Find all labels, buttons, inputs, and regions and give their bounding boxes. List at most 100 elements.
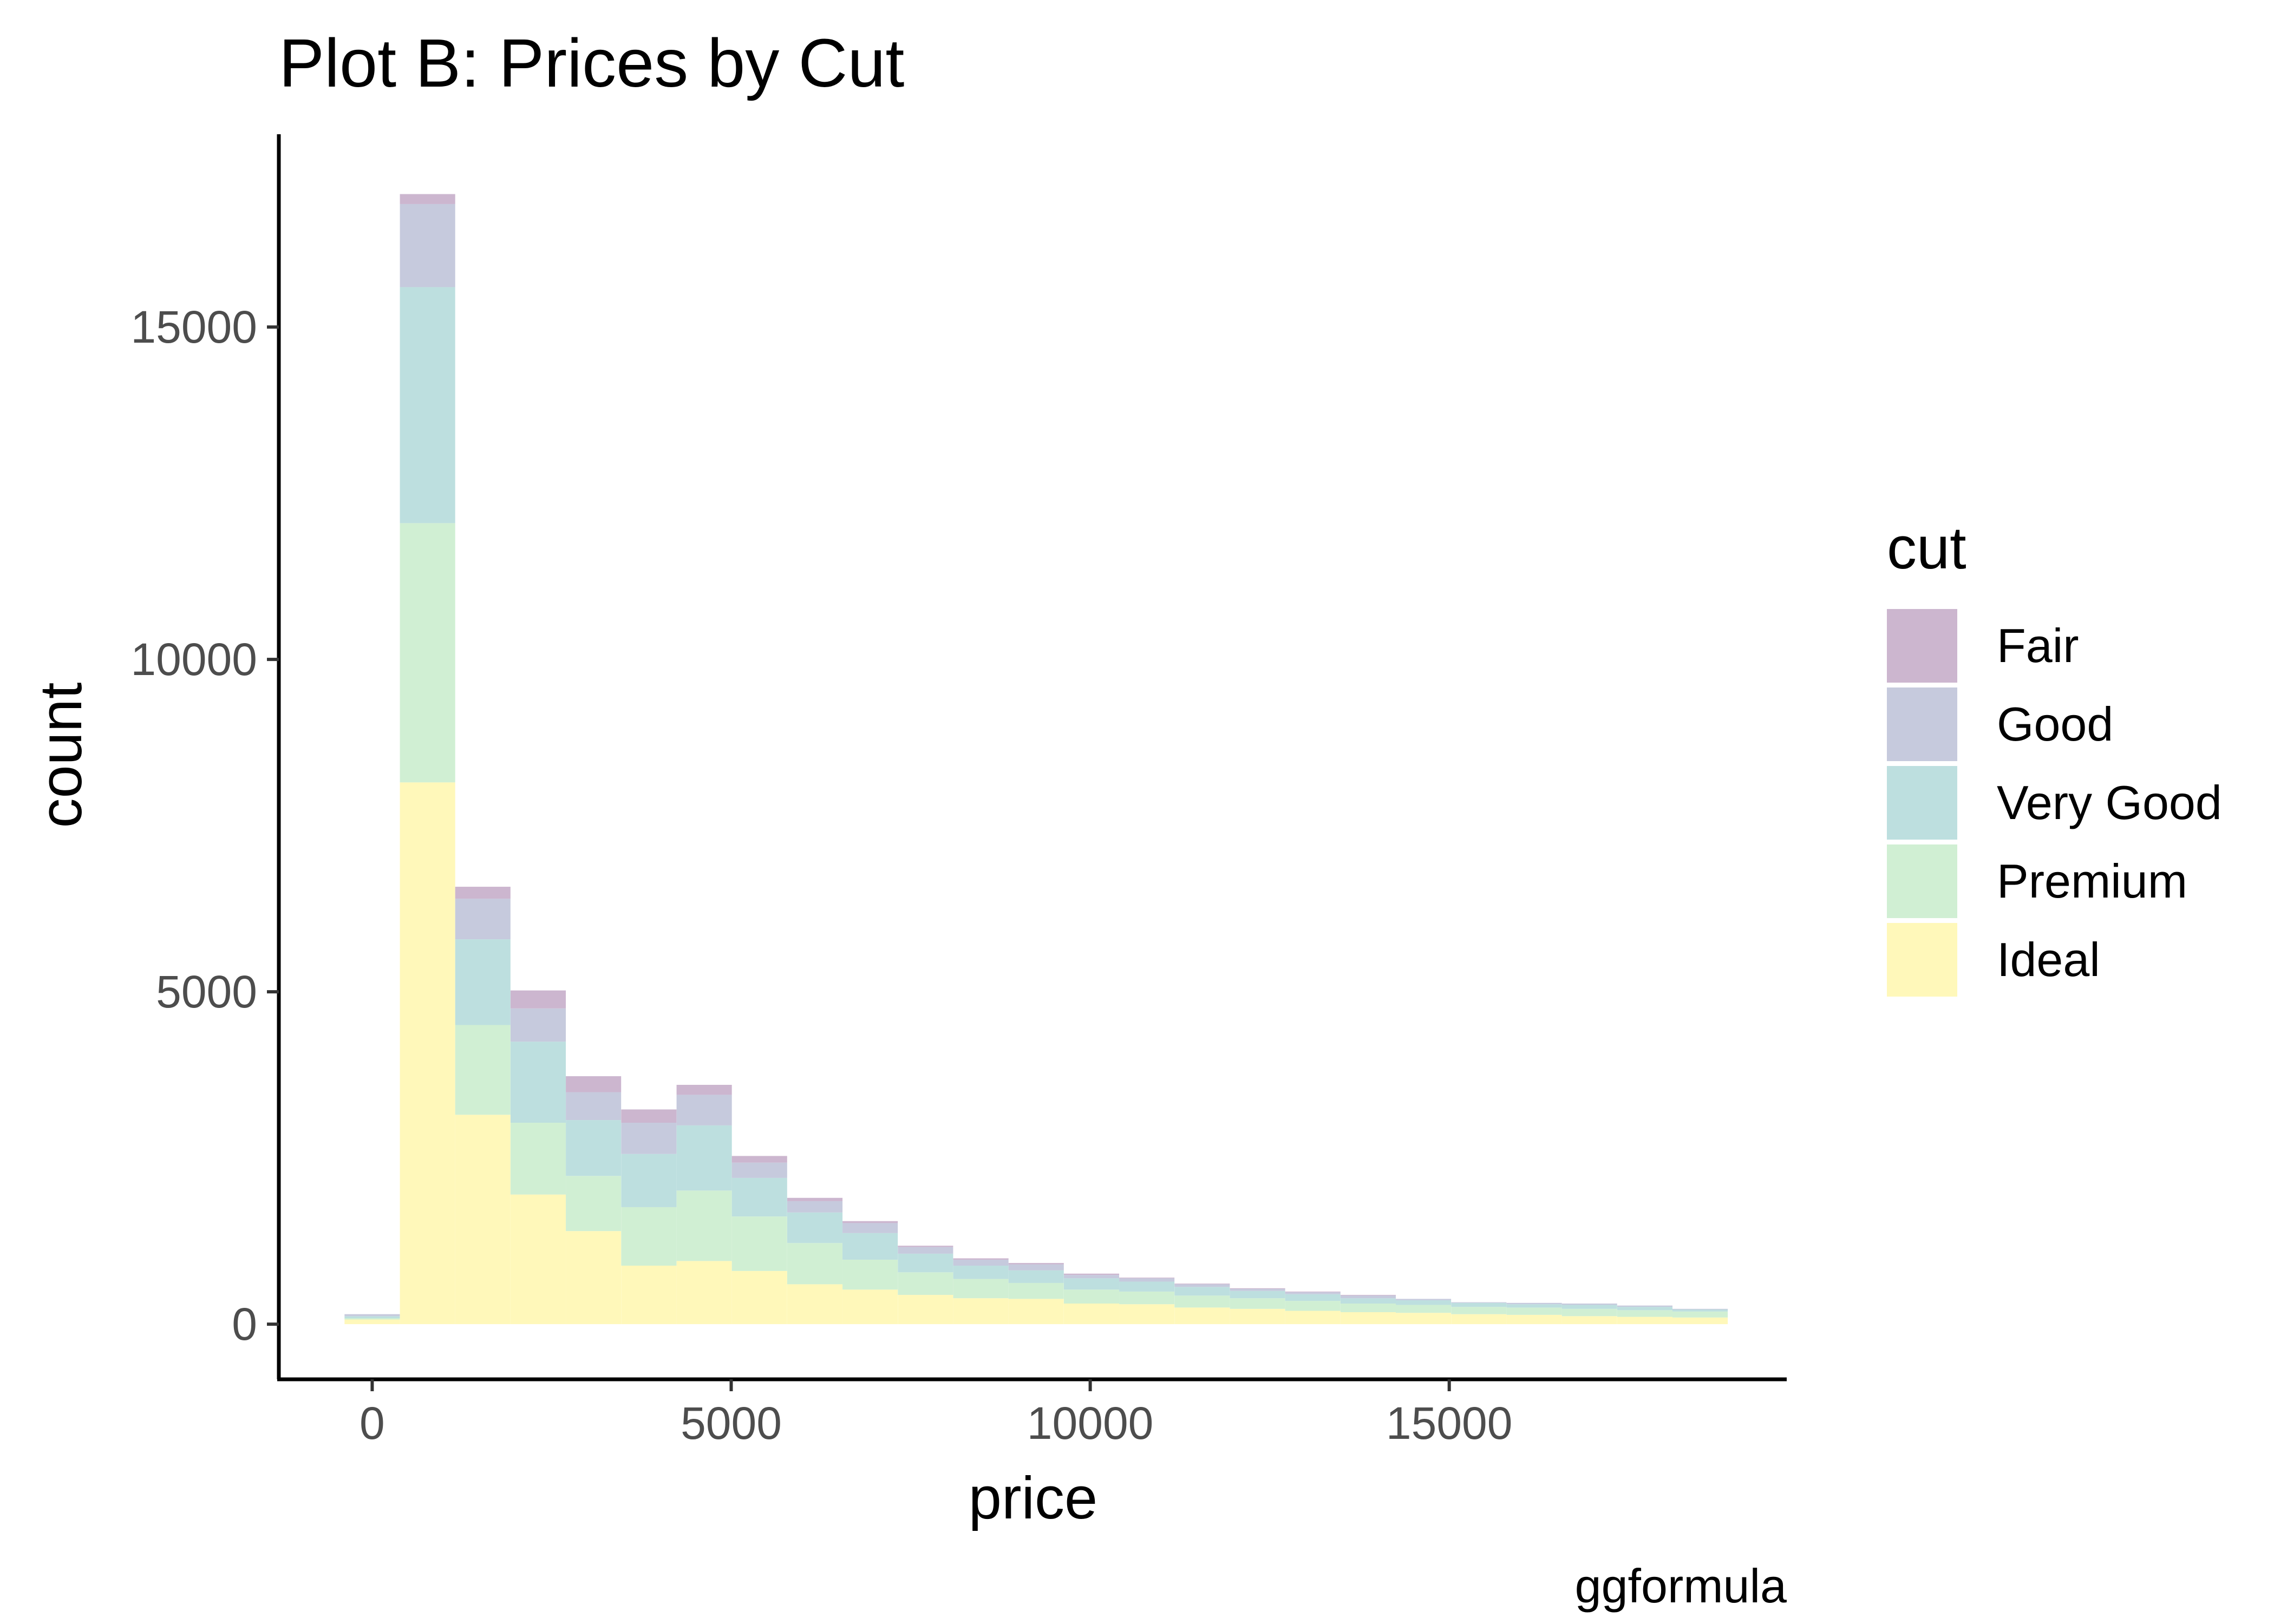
bar-segment-very-good [621, 1154, 677, 1207]
bar-segment-ideal [621, 1266, 677, 1325]
bar-segment-ideal [1451, 1314, 1507, 1325]
bar-segment-fair [455, 887, 511, 899]
legend-label-fair: Fair [1997, 619, 2079, 672]
y-tick-label: 15000 [130, 302, 257, 352]
legend-label-very-good: Very Good [1997, 776, 2222, 829]
bar-segment-premium [1396, 1305, 1452, 1313]
bar-segment-premium [953, 1279, 1009, 1299]
bar-segment-fair [898, 1246, 953, 1247]
bar-segment-premium [1008, 1282, 1064, 1299]
bar-segment-premium [621, 1207, 677, 1266]
bar-segment-ideal [566, 1231, 622, 1325]
bar-segment-good [1285, 1292, 1341, 1294]
bar-segment-premium [400, 523, 455, 783]
bar-segment-very-good [1063, 1278, 1120, 1290]
bar-segment-premium [1451, 1307, 1507, 1314]
bar-segment-very-good [1506, 1304, 1562, 1308]
bar-segment-good [1617, 1305, 1673, 1307]
bar-segment-premium [1285, 1301, 1341, 1311]
x-axis-ticks: 0 5000 10000 15000 [360, 1379, 1512, 1449]
bar-segment-good [1396, 1299, 1452, 1300]
bar-segment-ideal [1396, 1313, 1452, 1325]
chart-caption: ggformula [1575, 1559, 1787, 1613]
bar-segment-good [787, 1201, 843, 1213]
bar-segment-very-good [1119, 1281, 1175, 1292]
bar-segment-fair [566, 1076, 622, 1092]
bar-segment-premium [1119, 1291, 1175, 1305]
x-tick-label: 5000 [681, 1398, 782, 1449]
bar-segment-ideal [1174, 1307, 1230, 1325]
bar-segment-good [1008, 1264, 1064, 1271]
bar-segment-ideal [1506, 1314, 1562, 1325]
bar-segment-premium [1063, 1289, 1120, 1304]
bar-segment-fair [1230, 1288, 1285, 1289]
bar-segment-premium [344, 1318, 400, 1320]
bar-segment-ideal [676, 1261, 732, 1325]
legend-swatch-ideal [1887, 923, 1957, 997]
y-tick-label: 5000 [156, 966, 257, 1017]
bar-segment-premium [1561, 1308, 1617, 1317]
bar-segment-fair [1008, 1263, 1064, 1265]
legend-label-good: Good [1997, 697, 2113, 751]
bar-segment-ideal [1230, 1308, 1285, 1325]
bar-segment-premium [898, 1272, 953, 1295]
bar-segment-good [1506, 1302, 1562, 1305]
bar-segment-very-good [787, 1212, 843, 1243]
bar-segment-good [344, 1314, 400, 1317]
bar-segment-ideal [787, 1284, 843, 1325]
bar-segment-fair [842, 1221, 898, 1223]
bar-segment-ideal [1119, 1304, 1175, 1325]
bar-segment-premium [1230, 1298, 1285, 1309]
bar-segment-premium [731, 1216, 787, 1271]
bar-segment-ideal [842, 1289, 898, 1325]
bar-segment-very-good [1174, 1287, 1230, 1296]
legend: Fair Good Very Good Premium Ideal [1887, 609, 2222, 997]
legend-swatch-premium [1887, 844, 1957, 918]
bar-segment-good [676, 1095, 732, 1125]
bar-segment-fair [787, 1197, 843, 1201]
bar-segment-good [1230, 1288, 1285, 1291]
bar-segment-fair [676, 1085, 732, 1095]
bar-segment-ideal [1672, 1317, 1728, 1325]
bar-segment-ideal [1561, 1316, 1617, 1325]
bar-segment-ideal [510, 1194, 566, 1325]
legend-label-ideal: Ideal [1997, 933, 2100, 986]
bar-segment-good [621, 1123, 677, 1154]
bar-segment-fair [510, 990, 566, 1009]
bar-segment-very-good [1561, 1305, 1617, 1309]
legend-swatch-fair [1887, 609, 1957, 683]
bar-segment-very-good [1340, 1298, 1396, 1304]
bar-segment-good [566, 1092, 622, 1121]
bar-segment-very-good [842, 1233, 898, 1260]
bar-segment-premium [842, 1259, 898, 1290]
bar-segment-very-good [1285, 1294, 1341, 1301]
bar-segment-very-good [953, 1266, 1009, 1279]
bar-segment-fair [400, 194, 455, 204]
bar-segment-ideal [1285, 1311, 1341, 1325]
legend-swatch-very-good [1887, 766, 1957, 840]
bar-segment-good [510, 1008, 566, 1042]
bar-segment-very-good [1008, 1270, 1064, 1283]
legend-swatch-good [1887, 687, 1957, 761]
bar-segment-fair [731, 1156, 787, 1163]
bar-segment-ideal [344, 1319, 400, 1325]
bar-segment-very-good [1230, 1291, 1285, 1299]
bar-segment-good [731, 1162, 787, 1178]
bar-segment-good [1561, 1304, 1617, 1305]
bar-segment-premium [510, 1123, 566, 1195]
bar-segment-very-good [455, 939, 511, 1025]
bar-segment-good [1119, 1278, 1175, 1282]
bar-segment-premium [1340, 1304, 1396, 1312]
bar-segment-good [953, 1259, 1009, 1266]
bar-segment-premium [1506, 1307, 1562, 1315]
bar-segment-very-good [510, 1042, 566, 1123]
bar-segment-good [400, 204, 455, 287]
bar-segment-ideal [1008, 1299, 1064, 1325]
chart-title: Plot B: Prices by Cut [279, 25, 904, 101]
bar-segment-very-good [676, 1125, 732, 1191]
bar-segment-very-good [1451, 1302, 1507, 1307]
bar-segment-fair [953, 1258, 1009, 1260]
bar-segment-good [1340, 1295, 1396, 1299]
bar-segment-premium [1617, 1310, 1673, 1317]
